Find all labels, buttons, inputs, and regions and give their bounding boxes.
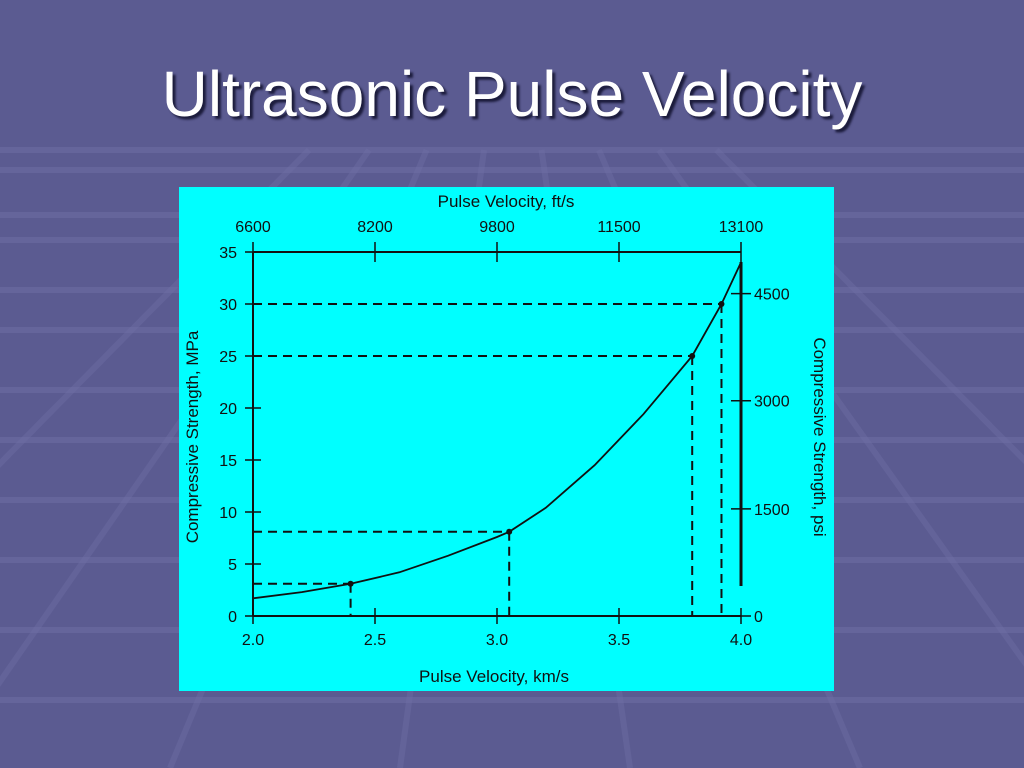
top-tick-label: 8200 bbox=[357, 219, 393, 236]
y-tick-label: 20 bbox=[219, 401, 237, 418]
y-axis-title: Compressive Strength, MPa bbox=[183, 330, 202, 543]
top-tick-label: 9800 bbox=[479, 219, 515, 236]
x-axis-title: Pulse Velocity, km/s bbox=[419, 667, 569, 686]
strength-velocity-chart: 0 5 10 15 20 25 30 35 2.0 2.5 3.0 3.5 4.0 6600 8200 980… bbox=[183, 192, 829, 686]
tick-labels: 0 5 10 15 20 25 30 35 2.0 2.5 3.0 3.5 4.0 6600 8200 980… bbox=[219, 219, 789, 649]
x-tick-label: 2.0 bbox=[242, 632, 264, 649]
chart-panel: 0 5 10 15 20 25 30 35 2.0 2.5 3.0 3.5 4.0 6600 8200 980… bbox=[179, 187, 834, 691]
x-tick-label: 4.0 bbox=[730, 632, 752, 649]
right-axis-title: Compressive Strength, psi bbox=[810, 337, 829, 536]
top-tick-label: 11500 bbox=[597, 219, 640, 236]
right-tick-label: 4500 bbox=[754, 287, 790, 304]
reference-lines bbox=[253, 301, 725, 616]
top-tick-label: 13100 bbox=[719, 219, 764, 236]
y-tick-label: 0 bbox=[228, 609, 237, 626]
y-tick-label: 10 bbox=[219, 505, 237, 522]
top-axis-title: Pulse Velocity, ft/s bbox=[438, 192, 575, 211]
right-tick-label: 0 bbox=[754, 609, 763, 626]
y-tick-label: 25 bbox=[219, 349, 237, 366]
right-tick-label: 3000 bbox=[754, 394, 790, 411]
x-tick-label: 2.5 bbox=[364, 632, 386, 649]
right-tick-label: 1500 bbox=[754, 502, 790, 519]
y-tick-label: 35 bbox=[219, 245, 237, 262]
top-tick-label: 6600 bbox=[235, 219, 271, 236]
x-tick-label: 3.5 bbox=[608, 632, 630, 649]
chart-axes bbox=[245, 242, 751, 624]
strength-curve bbox=[252, 262, 742, 600]
y-tick-label: 15 bbox=[219, 453, 237, 470]
slide-title: Ultrasonic Pulse Velocity bbox=[161, 58, 863, 130]
y-tick-label: 5 bbox=[228, 557, 237, 574]
y-tick-label: 30 bbox=[219, 297, 237, 314]
curve-group bbox=[252, 262, 742, 600]
x-tick-label: 3.0 bbox=[486, 632, 508, 649]
